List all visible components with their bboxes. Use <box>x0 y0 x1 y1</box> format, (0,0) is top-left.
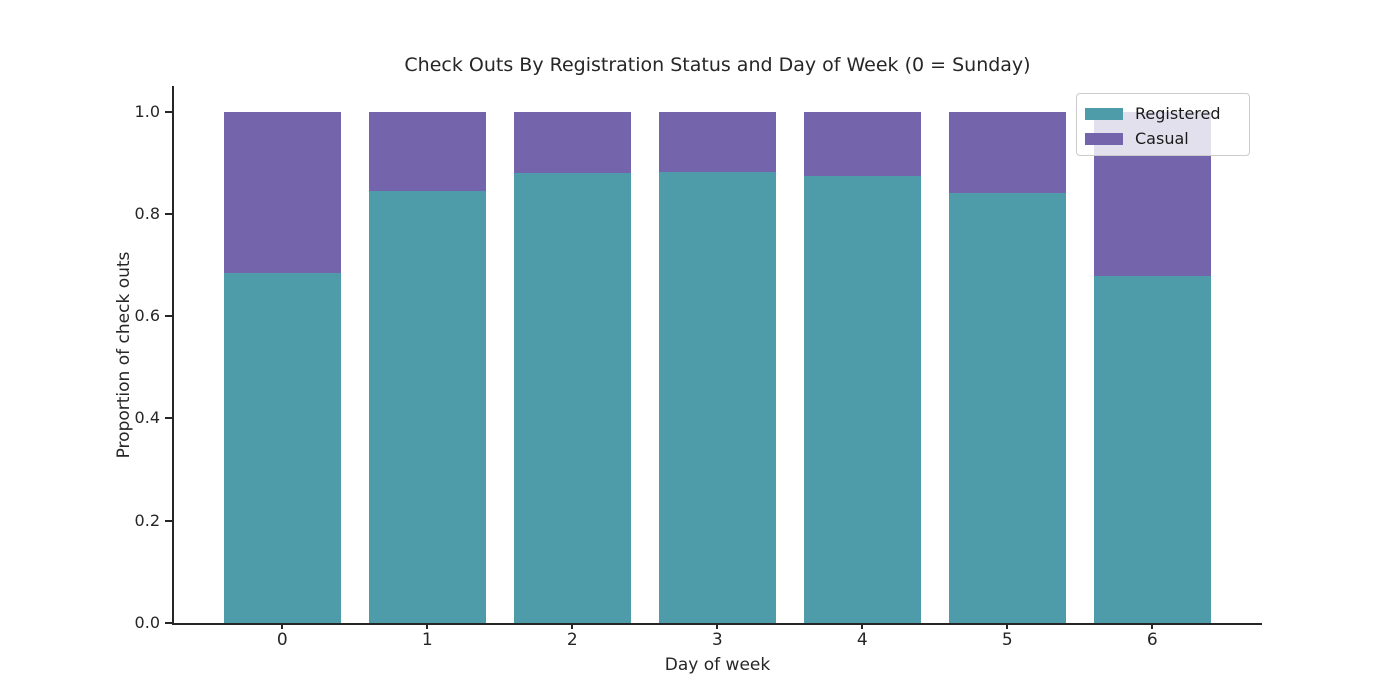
bar-day-5 <box>948 111 1066 623</box>
x-axis-label: Day of week <box>664 655 771 675</box>
bar-segment-registered-day-6 <box>1093 276 1211 623</box>
y-tick-label: 0.8 <box>134 203 160 223</box>
legend-swatch-registered-icon <box>1085 107 1123 120</box>
bar-day-1 <box>368 111 486 623</box>
bar-segment-registered-day-0 <box>223 273 341 623</box>
bar-segment-registered-day-5 <box>948 193 1066 623</box>
y-tick-mark <box>165 519 173 522</box>
bar-segment-casual-day-2 <box>513 111 631 174</box>
y-axis-spine <box>172 86 174 625</box>
x-tick-mark <box>1006 625 1009 629</box>
bar-segment-casual-day-1 <box>368 111 486 191</box>
x-tick-label: 3 <box>711 630 723 650</box>
y-tick-mark <box>165 622 173 624</box>
x-tick-mark <box>861 625 864 629</box>
bar-day-0 <box>223 111 341 623</box>
x-tick-label: 6 <box>1146 630 1158 650</box>
y-tick-label: 1.0 <box>134 101 160 121</box>
x-tick-label: 5 <box>1001 630 1013 650</box>
bar-segment-registered-day-4 <box>803 175 921 623</box>
x-tick-mark <box>281 625 284 629</box>
chart-title: Check Outs By Registration Status and Da… <box>404 54 1031 76</box>
bar-segment-casual-day-0 <box>223 111 341 274</box>
x-tick-label: 0 <box>276 630 288 650</box>
x-tick-label: 4 <box>856 630 868 650</box>
y-axis-label: Proportion of check outs <box>114 251 134 459</box>
x-tick-mark <box>716 625 719 629</box>
legend-label-registered: Registered <box>1135 104 1221 123</box>
bar-day-3 <box>658 111 776 623</box>
y-tick-label: 0.0 <box>134 613 160 632</box>
bar-day-4 <box>803 111 921 623</box>
x-axis-spine <box>172 623 1262 625</box>
y-tick-label: 0.2 <box>134 510 160 530</box>
y-tick-label: 0.6 <box>134 306 160 326</box>
bar-day-2 <box>513 111 631 623</box>
bar-segment-casual-day-3 <box>658 111 776 172</box>
x-tick-mark <box>571 625 574 629</box>
bar-segment-registered-day-2 <box>513 173 631 623</box>
y-tick-label: 0.4 <box>134 408 160 428</box>
y-tick-mark <box>165 417 173 420</box>
y-tick-mark <box>165 212 173 215</box>
legend-item-registered: Registered <box>1085 101 1241 126</box>
x-tick-mark <box>1151 625 1154 629</box>
legend: Registered Casual <box>1076 93 1250 156</box>
legend-swatch-casual-icon <box>1085 132 1123 145</box>
bar-segment-casual-day-5 <box>948 111 1066 194</box>
legend-item-casual: Casual <box>1085 126 1241 151</box>
bar-day-6 <box>1093 111 1211 623</box>
x-tick-label: 2 <box>566 630 578 650</box>
bar-segment-casual-day-4 <box>803 111 921 176</box>
x-tick-label: 1 <box>421 630 433 650</box>
x-tick-mark <box>426 625 429 629</box>
y-tick-mark <box>165 315 173 318</box>
legend-label-casual: Casual <box>1135 129 1189 148</box>
bar-segment-registered-day-1 <box>368 190 486 623</box>
y-tick-mark <box>165 110 173 113</box>
bar-segment-registered-day-3 <box>658 171 776 623</box>
